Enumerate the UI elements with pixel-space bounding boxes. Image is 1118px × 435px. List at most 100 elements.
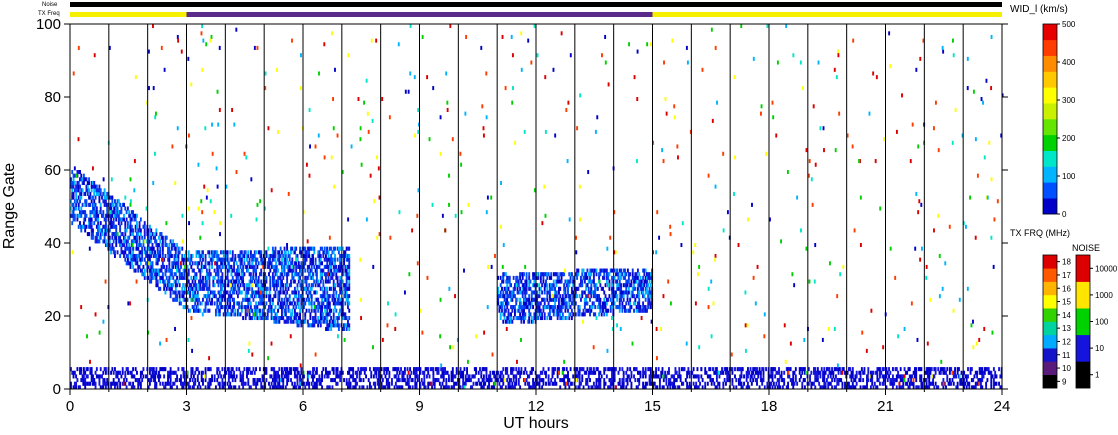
echo-cell — [156, 283, 159, 288]
echo-cell — [187, 279, 190, 284]
echo-cell — [348, 316, 351, 321]
echo-cell — [288, 264, 291, 269]
echo-cell — [251, 279, 254, 284]
echo-cell — [148, 381, 151, 386]
echo-cell — [198, 381, 201, 386]
echo-cell — [161, 279, 164, 284]
echo-cell — [264, 250, 267, 255]
echo-cell — [331, 378, 334, 383]
echo-cell — [321, 316, 324, 321]
echo-cell — [583, 275, 586, 280]
echo-cell — [344, 316, 347, 321]
echo-cell — [362, 385, 365, 390]
echo-cell — [572, 283, 575, 288]
echo-cell — [227, 370, 230, 375]
echo-cell — [252, 264, 255, 269]
echo-cell — [753, 367, 756, 372]
echo-cell — [460, 370, 463, 375]
echo-cell — [203, 264, 206, 269]
echo-cell — [255, 275, 257, 280]
echo-cell — [359, 367, 362, 372]
echo-cell — [242, 253, 245, 258]
echo-cell — [286, 275, 289, 280]
echo-cell — [554, 381, 557, 386]
echo-cell — [182, 370, 185, 375]
echo-cell — [546, 305, 549, 310]
echo-cell — [145, 261, 147, 266]
echo-cell — [156, 272, 159, 277]
echo-cell — [292, 250, 295, 255]
echo-cell — [589, 370, 591, 375]
echo-cell — [164, 385, 167, 390]
echo-cell — [542, 305, 545, 310]
echo-cell — [158, 370, 160, 375]
echo-cell — [296, 264, 299, 269]
echo-cell — [968, 381, 971, 386]
echo-cell — [543, 297, 546, 302]
echo-cell — [222, 257, 225, 262]
echo-cell — [260, 286, 263, 291]
echo-cell — [82, 367, 85, 372]
echo-cell — [567, 374, 569, 379]
echo-cell — [274, 257, 277, 262]
echo-cell — [339, 275, 342, 280]
echo-cell — [823, 370, 826, 375]
echo-cell — [545, 279, 547, 284]
echo-cell — [72, 202, 75, 207]
echo-cell — [138, 257, 141, 262]
echo-cell — [191, 290, 194, 295]
echo-cell — [226, 308, 229, 313]
echo-cell — [636, 308, 639, 313]
echo-cell — [177, 279, 180, 284]
echo-cell — [599, 378, 602, 383]
echo-cell — [533, 279, 536, 284]
echo-cell — [249, 305, 252, 310]
echo-cell — [596, 378, 599, 383]
echo-cell — [225, 253, 228, 258]
echo-cell — [322, 316, 325, 321]
echo-cell — [331, 275, 334, 280]
echo-cell — [218, 381, 221, 386]
echo-cell — [119, 381, 122, 386]
echo-cell — [256, 279, 259, 284]
echo-cell — [204, 294, 207, 299]
echo-cell — [622, 268, 625, 273]
echo-cell — [598, 312, 601, 317]
echo-cell — [813, 370, 815, 375]
echo-cell — [879, 381, 881, 386]
echo-cell — [576, 294, 579, 299]
echo-cell — [541, 297, 544, 302]
echo-cell — [605, 301, 608, 306]
echo-cell — [538, 290, 541, 295]
echo-cell — [300, 370, 303, 375]
echo-cell — [217, 283, 220, 288]
echo-cell — [227, 385, 230, 390]
echo-cell — [576, 275, 579, 280]
echo-cell — [525, 301, 528, 306]
echo-cell — [253, 305, 256, 310]
echo-cell — [345, 378, 348, 383]
echo-cell — [205, 301, 208, 306]
echo-cell — [117, 235, 120, 240]
echo-cell — [589, 305, 591, 310]
echo-cell — [75, 199, 78, 204]
echo-cell — [208, 275, 211, 280]
echo-cell — [397, 374, 400, 379]
echo-cell — [326, 323, 329, 328]
echo-cell — [533, 272, 536, 277]
echo-cell — [174, 294, 177, 299]
echo-cell — [638, 290, 641, 295]
echo-cell — [174, 246, 177, 251]
echo-cell — [134, 257, 137, 262]
echo-cell — [332, 316, 335, 321]
echo-cell — [242, 268, 245, 273]
echo-cell — [151, 232, 154, 237]
echo-cell — [582, 290, 585, 295]
echo-cell — [273, 308, 276, 313]
echo-cell — [920, 381, 923, 386]
echo-cell — [312, 272, 314, 277]
echo-cell — [977, 378, 980, 383]
echo-cell — [479, 381, 481, 386]
echo-cell — [572, 279, 575, 284]
echo-cell — [697, 374, 700, 379]
